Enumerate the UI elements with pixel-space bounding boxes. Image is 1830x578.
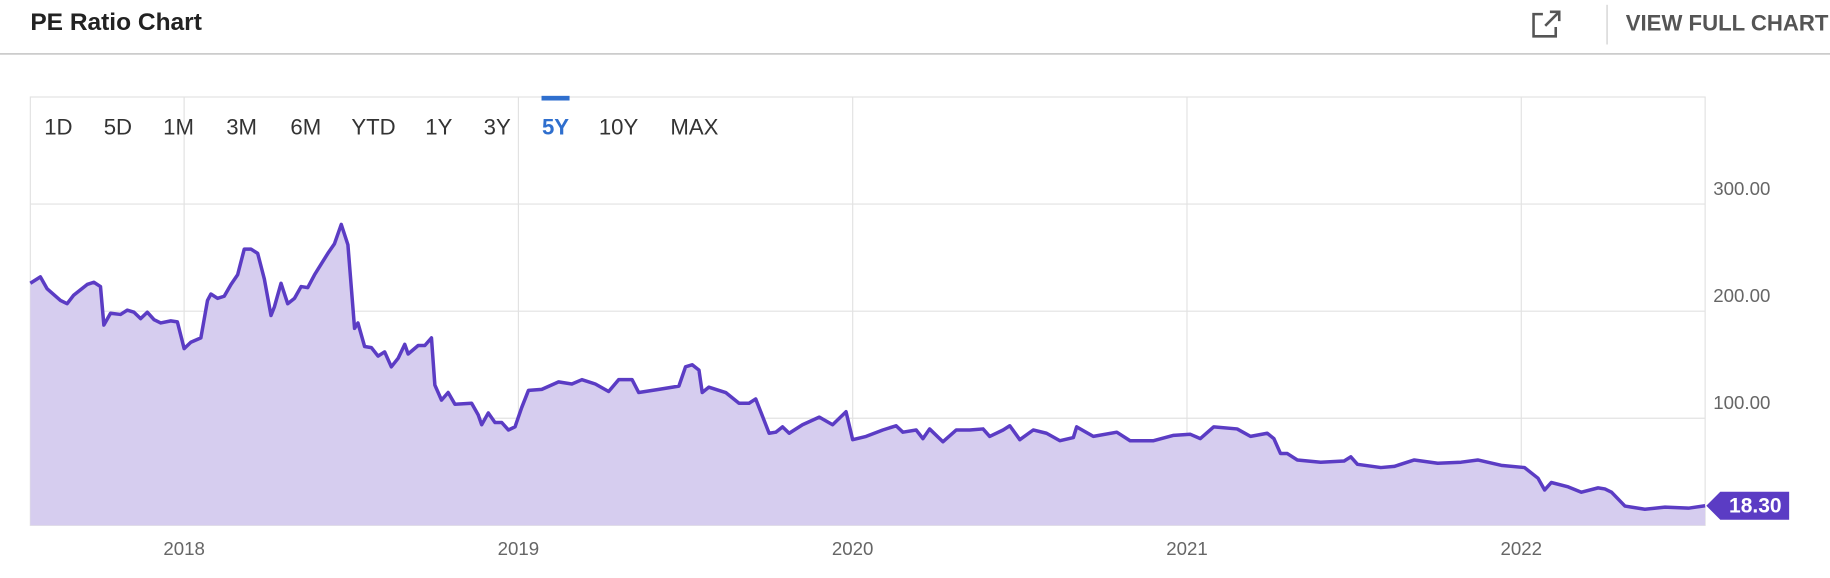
range-button[interactable]: 5Y: [542, 114, 569, 139]
range-button[interactable]: YTD: [351, 114, 395, 139]
view-full-chart[interactable]: VIEW FULL CHART: [1626, 11, 1829, 36]
x-tick-label: 2020: [832, 538, 874, 559]
range-button[interactable]: 1D: [44, 114, 72, 139]
range-button[interactable]: 3M: [226, 114, 257, 139]
range-button[interactable]: 1M: [163, 114, 194, 139]
x-tick-label: 2018: [163, 538, 205, 559]
x-tick-label: 2021: [1166, 538, 1208, 559]
last-value-label: 18.30: [1729, 494, 1782, 517]
range-button[interactable]: 10Y: [599, 114, 639, 139]
range-button[interactable]: 5D: [104, 114, 132, 139]
x-tick-label: 2022: [1501, 538, 1543, 559]
x-tick-label: 2019: [498, 538, 540, 559]
range-button[interactable]: 3Y: [484, 114, 511, 139]
y-tick-label: 300.00: [1713, 178, 1770, 199]
pe-line: [29, 222, 1706, 511]
active-indicator: [541, 95, 570, 101]
open-icon[interactable]: [1532, 10, 1561, 38]
area-fill: [30, 224, 1706, 526]
range-button[interactable]: 1Y: [425, 114, 452, 139]
range-button[interactable]: MAX: [670, 114, 718, 139]
y-tick-label: 100.00: [1713, 392, 1770, 413]
range-button[interactable]: 6M: [290, 114, 321, 139]
y-tick-label: 200.00: [1713, 285, 1770, 306]
last-value-tag: [1706, 491, 1790, 520]
page-title: PE Ratio Chart: [30, 9, 202, 36]
